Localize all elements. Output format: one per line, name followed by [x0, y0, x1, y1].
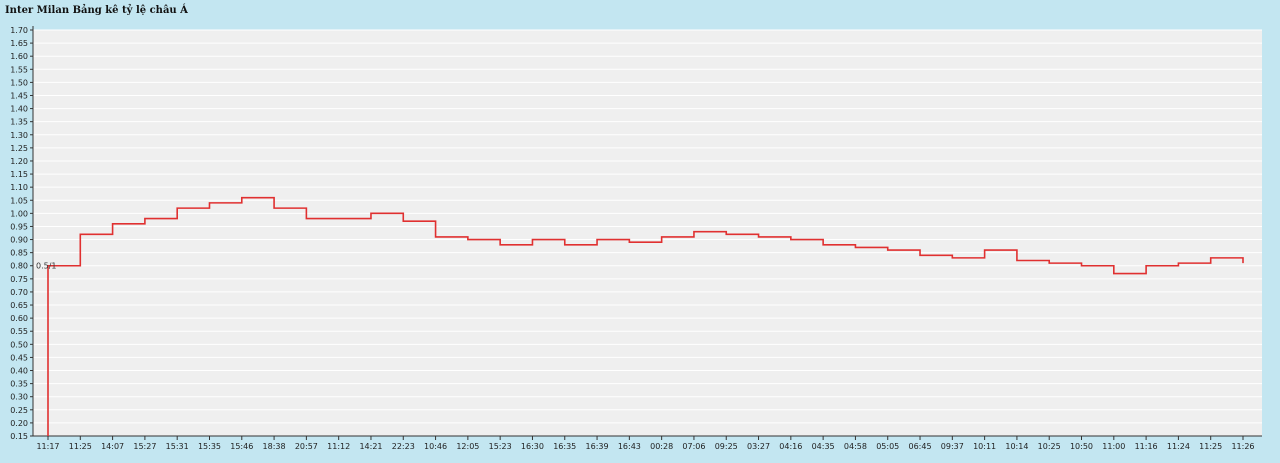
x-tick-label: 15:46: [230, 442, 253, 451]
x-tick-label: 11:17: [36, 442, 59, 451]
x-tick-label: 03:27: [747, 442, 770, 451]
x-tick-label: 22:23: [392, 442, 415, 451]
series-line: [47, 196, 1244, 436]
x-tick-label: 15:31: [166, 442, 189, 451]
x-tick-label: 09:25: [715, 442, 738, 451]
x-tick-label: 11:25: [1199, 442, 1222, 451]
y-tick-label: 0.80: [10, 262, 28, 271]
y-tick-label: 1.40: [10, 105, 28, 114]
y-tick-label: 0.65: [10, 301, 28, 310]
y-tick-label: 0.55: [10, 327, 28, 336]
y-tick-label: 1.65: [10, 39, 28, 48]
y-tick-label: 0.20: [10, 419, 28, 428]
x-tick-label: 05:05: [876, 442, 899, 451]
x-tick-label: 16:30: [521, 442, 544, 451]
y-tick-label: 0.25: [10, 406, 28, 415]
x-tick-label: 10:14: [1005, 442, 1028, 451]
y-tick-label: 1.25: [10, 144, 28, 153]
y-tick-label: 0.95: [10, 222, 28, 231]
y-tick-label: 1.30: [10, 131, 28, 140]
x-tick-label: 15:35: [198, 442, 221, 451]
y-tick-label: 1.50: [10, 78, 28, 87]
x-tick-label: 12:05: [456, 442, 479, 451]
y-tick-label: 1.70: [10, 26, 28, 35]
x-tick-label: 04:35: [812, 442, 835, 451]
x-tick-label: 09:37: [941, 442, 964, 451]
y-tick-label: 0.70: [10, 288, 28, 297]
data-annotation: 0.5/1: [36, 262, 57, 271]
chart-title: Inter Milan Bảng kê tỷ lệ châu Á: [5, 5, 188, 16]
x-tick-label: 16:35: [553, 442, 576, 451]
y-tick-label: 1.05: [10, 196, 28, 205]
x-tick-label: 04:58: [844, 442, 867, 451]
x-tick-label: 16:39: [586, 442, 609, 451]
x-tick-label: 07:06: [682, 442, 705, 451]
x-tick-label: 10:50: [1070, 442, 1093, 451]
x-tick-label: 15:23: [489, 442, 512, 451]
y-tick-label: 0.15: [10, 432, 28, 441]
y-tick-label: 1.35: [10, 118, 28, 127]
x-tick-label: 11:12: [327, 442, 350, 451]
x-tick-label: 11:24: [1167, 442, 1190, 451]
x-tick-label: 11:25: [69, 442, 92, 451]
y-tick-label: 0.45: [10, 353, 28, 362]
x-tick-label: 16:43: [618, 442, 641, 451]
x-tick-label: 00:28: [650, 442, 673, 451]
x-tick-label: 11:26: [1231, 442, 1254, 451]
x-tick-label: 10:11: [973, 442, 996, 451]
x-tick-label: 18:38: [263, 442, 286, 451]
plot-area: [33, 30, 1262, 436]
y-tick-label: 0.40: [10, 367, 28, 376]
y-tick-label: 1.00: [10, 209, 28, 218]
y-tick-label: 1.20: [10, 157, 28, 166]
x-tick-label: 20:57: [295, 442, 318, 451]
y-tick-label: 1.15: [10, 170, 28, 179]
x-tick-label: 15:27: [133, 442, 156, 451]
x-tick-label: 10:25: [1038, 442, 1061, 451]
x-tick-label: 06:45: [908, 442, 931, 451]
x-tick-label: 14:07: [101, 442, 124, 451]
x-tick-label: 14:21: [359, 442, 382, 451]
y-tick-label: 1.10: [10, 183, 28, 192]
y-tick-label: 0.30: [10, 393, 28, 402]
y-tick-label: 0.85: [10, 249, 28, 258]
y-tick-label: 1.60: [10, 52, 28, 61]
y-tick-label: 0.60: [10, 314, 28, 323]
y-tick-label: 0.50: [10, 340, 28, 349]
y-tick-label: 0.75: [10, 275, 28, 284]
x-tick-label: 11:16: [1135, 442, 1158, 451]
y-tick-label: 1.55: [10, 65, 28, 74]
y-tick-label: 0.90: [10, 236, 28, 245]
x-tick-label: 10:46: [424, 442, 447, 451]
y-tick-label: 1.45: [10, 91, 28, 100]
x-tick-label: 11:00: [1102, 442, 1125, 451]
x-tick-label: 04:16: [779, 442, 802, 451]
y-tick-label: 0.35: [10, 380, 28, 389]
